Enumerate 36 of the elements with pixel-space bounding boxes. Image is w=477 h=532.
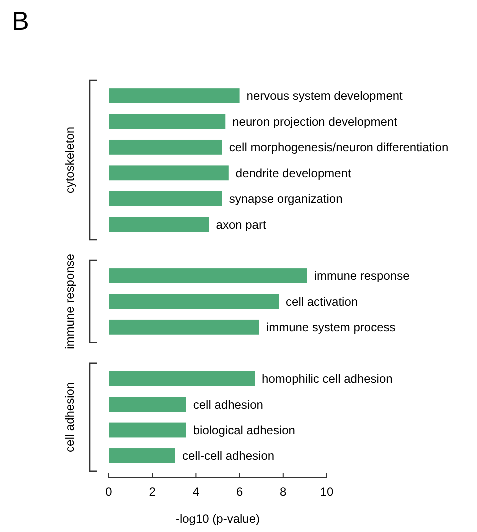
x-axis-title: -log10 (p-value) xyxy=(176,512,260,526)
y-tick-label: cell activation xyxy=(286,294,358,309)
y-tick-label: neuron projection development xyxy=(232,114,398,129)
y-tick-label: cell adhesion xyxy=(193,398,264,412)
bar xyxy=(109,191,222,206)
y-tick-label: nervous system development xyxy=(246,89,404,104)
bar xyxy=(109,448,176,464)
bar xyxy=(109,217,210,232)
y-tick-label: synapse organization xyxy=(229,192,343,206)
y-tick-label: biological adhesion xyxy=(193,423,296,438)
text: cell adhesion xyxy=(63,382,77,452)
bar xyxy=(109,88,240,104)
x-tick-label: 2 xyxy=(149,485,156,499)
bar xyxy=(109,397,186,412)
x-tick-label: 4 xyxy=(192,485,200,499)
y-tick-label: cell morphogenesis/neuron differentiation xyxy=(229,140,449,155)
bar xyxy=(109,422,186,438)
x-tick-label: 10 xyxy=(320,485,334,499)
text: immune response xyxy=(63,254,77,350)
x-tick-label: 6 xyxy=(236,485,244,499)
x-tick-label: 8 xyxy=(280,485,288,499)
bar xyxy=(109,320,260,335)
bar xyxy=(109,166,229,181)
chart-title: B xyxy=(12,6,30,36)
y-tick-label: dendrite development xyxy=(236,166,352,180)
y-tick-label: cell-cell adhesion xyxy=(182,449,275,464)
bar xyxy=(109,140,222,155)
bar xyxy=(109,371,256,386)
y-tick-label: homophilic cell adhesion xyxy=(262,372,393,386)
y-tick-label: immune system process xyxy=(266,320,396,335)
bar xyxy=(109,114,226,130)
bar xyxy=(109,268,308,284)
x-tick-label: 0 xyxy=(106,485,113,499)
bar xyxy=(109,294,280,310)
text: cytoskeleton xyxy=(63,126,77,194)
y-tick-label: axon part xyxy=(216,218,267,232)
